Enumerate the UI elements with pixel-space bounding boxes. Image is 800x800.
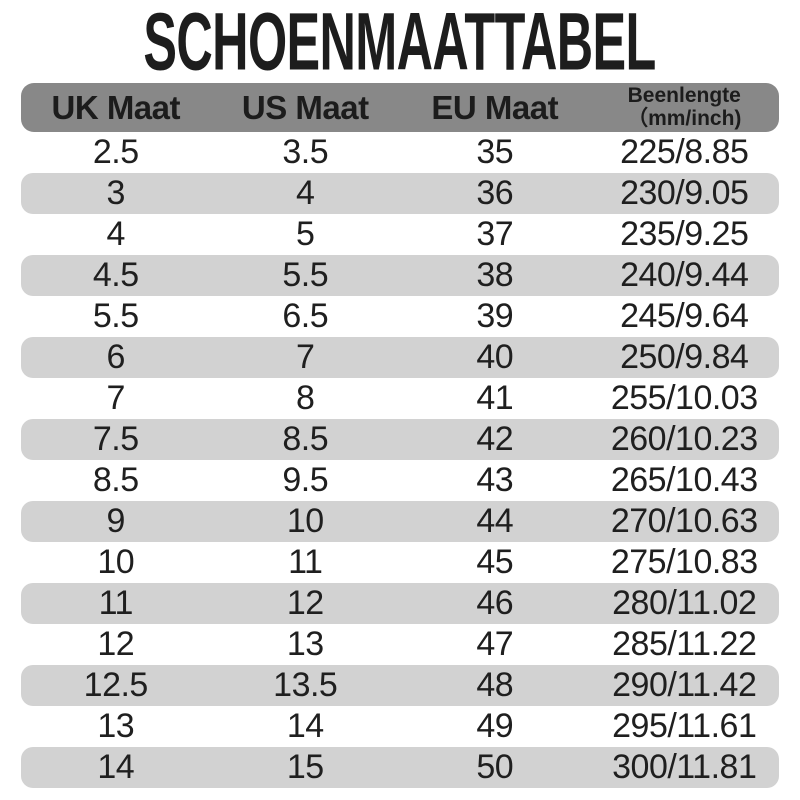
table-row: 6 7 40 250/9.84 <box>21 337 779 378</box>
table-cell: 5.5 <box>282 256 329 294</box>
table-row: 5.5 6.5 39 245/9.64 <box>21 296 779 337</box>
table-row: 7.5 8.5 42 260/10.23 <box>21 419 779 460</box>
table-cell: 7.5 <box>92 420 139 458</box>
table-cell: 13 <box>286 625 324 663</box>
table-cell: 11 <box>288 543 323 581</box>
header-eu-maat: EU Maat <box>431 88 559 126</box>
table-row: 13 14 49 295/11.61 <box>21 706 779 747</box>
table-cell: 40 <box>476 338 514 376</box>
shoe-size-table: UK Maat US Maat EU Maat Beenlengte （mm/i… <box>21 83 779 788</box>
table-cell: 245/9.64 <box>620 297 749 335</box>
table-cell: 4 <box>296 174 315 212</box>
table-cell: 6 <box>106 338 126 376</box>
table-row: 4.5 5.5 38 240/9.44 <box>21 255 779 296</box>
title-container: SCHOENMAATTABEL <box>0 0 800 83</box>
table-cell: 38 <box>476 256 514 294</box>
table-cell: 9.5 <box>282 461 329 499</box>
table-cell: 285/11.22 <box>612 625 757 663</box>
table-row: 14 15 50 300/11.81 <box>21 747 779 788</box>
table-cell: 240/9.44 <box>620 256 749 294</box>
header-beenlengte-line1: Beenlengte <box>627 84 741 108</box>
table-cell: 6.5 <box>282 297 329 335</box>
table-cell: 14 <box>286 707 324 745</box>
table-row: 8.5 9.5 43 265/10.43 <box>21 460 779 501</box>
table-cell: 13.5 <box>273 666 338 704</box>
table-cell: 36 <box>476 174 514 212</box>
table-cell: 14 <box>97 748 135 786</box>
table-row: 10 11 45 275/10.83 <box>21 542 779 583</box>
table-cell: 41 <box>476 379 514 417</box>
table-cell: 13 <box>97 707 135 745</box>
table-cell: 12 <box>97 625 135 663</box>
table-cell: 230/9.05 <box>620 174 749 212</box>
table-cell: 15 <box>286 748 324 786</box>
table-cell: 3.5 <box>282 133 329 171</box>
table-row: 12.5 13.5 48 290/11.42 <box>21 665 779 706</box>
table-row: 7 8 41 255/10.03 <box>21 378 779 419</box>
table-cell: 270/10.63 <box>610 502 758 540</box>
header-us-maat: US Maat <box>241 88 369 126</box>
table-cell: 43 <box>476 461 514 499</box>
table-cell: 45 <box>476 543 514 581</box>
table-cell: 290/11.42 <box>612 666 757 704</box>
table-cell: 48 <box>476 666 514 704</box>
table-cell: 4.5 <box>92 256 139 294</box>
table-row: 9 10 44 270/10.63 <box>21 501 779 542</box>
table-cell: 7 <box>106 379 126 417</box>
table-cell: 47 <box>476 625 514 663</box>
table-cell: 46 <box>476 584 514 622</box>
table-cell: 5 <box>296 215 315 253</box>
table-cell: 225/8.85 <box>620 133 749 171</box>
table-cell: 300/11.81 <box>612 748 757 786</box>
table-cell: 5.5 <box>92 297 139 335</box>
table-cell: 295/11.61 <box>612 707 757 745</box>
table-cell: 35 <box>476 133 514 171</box>
table-cell: 7 <box>296 338 315 376</box>
table-cell: 8 <box>296 379 315 417</box>
table-cell: 42 <box>476 420 514 458</box>
table-cell: 265/10.43 <box>610 461 758 499</box>
table-cell: 50 <box>476 748 514 786</box>
table-cell: 11 <box>98 584 134 622</box>
table-row: 12 13 47 285/11.22 <box>21 624 779 665</box>
table-row: 11 12 46 280/11.02 <box>21 583 779 624</box>
table-cell: 4 <box>106 215 126 253</box>
table-row: 3 4 36 230/9.05 <box>21 173 779 214</box>
table-cell: 2.5 <box>92 133 139 171</box>
header-beenlengte-line2: （mm/inch) <box>627 106 742 130</box>
table-cell: 10 <box>97 543 135 581</box>
table-cell: 275/10.83 <box>610 543 758 581</box>
table-cell: 49 <box>476 707 514 745</box>
table-cell: 8.5 <box>92 461 139 499</box>
table-cell: 280/11.02 <box>612 584 757 622</box>
table-cell: 235/9.25 <box>620 215 749 253</box>
table-cell: 9 <box>106 502 126 540</box>
table-body: 2.5 3.5 35 225/8.85 3 4 36 230/9.05 4 5 37 235/9.25… <box>21 132 779 788</box>
table-row: 4 5 37 235/9.25 <box>21 214 779 255</box>
table-header-row: UK Maat US Maat EU Maat Beenlengte （mm/i… <box>21 83 779 132</box>
table-cell: 12.5 <box>83 666 149 704</box>
table-cell: 37 <box>476 215 514 253</box>
page-title: SCHOENMAATTABEL <box>143 0 657 87</box>
header-uk-maat: UK Maat <box>51 88 181 126</box>
table-cell: 8.5 <box>282 420 329 458</box>
table-cell: 39 <box>476 297 514 335</box>
table-cell: 250/9.84 <box>620 338 749 376</box>
header-beenlengte: Beenlengte （mm/inch) <box>590 83 780 132</box>
table-row: 2.5 3.5 35 225/8.85 <box>21 132 779 173</box>
table-cell: 44 <box>476 502 514 540</box>
table-cell: 255/10.03 <box>610 379 758 417</box>
table-cell: 260/10.23 <box>610 420 758 458</box>
table-cell: 10 <box>286 502 324 540</box>
table-cell: 3 <box>106 174 126 212</box>
table-cell: 12 <box>286 584 324 622</box>
